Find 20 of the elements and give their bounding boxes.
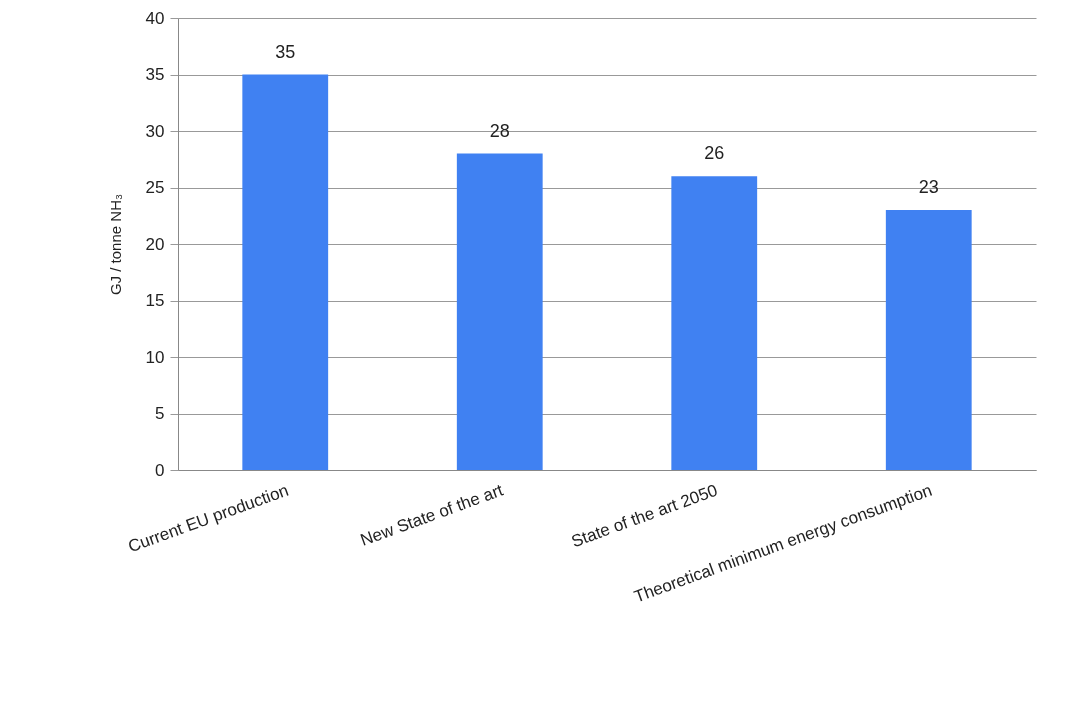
y-tick-label: 20 [145, 234, 165, 254]
y-axis-title: GJ / tonne NH₃ [106, 193, 124, 296]
bar [885, 210, 972, 470]
data-label: 35 [275, 41, 296, 62]
y-tick-label: 10 [145, 347, 165, 367]
bar [242, 74, 329, 470]
data-label: 28 [489, 120, 510, 141]
y-tick-label: 15 [145, 291, 165, 310]
x-tick-label: New State of the art [357, 480, 506, 550]
data-label: 23 [918, 177, 939, 198]
y-tick-label: 5 [155, 404, 165, 423]
y-tick-label: 25 [145, 178, 165, 197]
y-tick-label: 35 [145, 65, 165, 84]
y-tick-label: 40 [145, 8, 165, 28]
data-label: 26 [704, 143, 725, 164]
y-tick-label: 30 [145, 121, 165, 141]
x-tick-label: State of the art 2050 [568, 480, 721, 552]
bar [456, 153, 543, 470]
bar [671, 176, 758, 470]
y-tick-label: 0 [155, 460, 165, 480]
